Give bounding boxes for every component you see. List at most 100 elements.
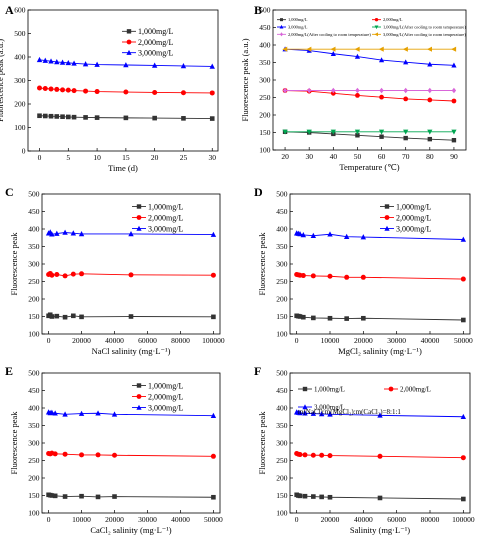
data-point (354, 129, 361, 135)
data-point (327, 315, 333, 321)
y-tick-label: 100 (276, 509, 288, 518)
y-tick-label: 350 (28, 421, 40, 430)
x-tick-label: 50000 (204, 515, 223, 524)
data-point (451, 46, 457, 52)
series-line (296, 315, 464, 321)
data-point (79, 314, 84, 320)
data-point (70, 271, 76, 277)
legend-label: 1,000mg/L (148, 381, 183, 390)
x-tick-label: 30000 (387, 336, 406, 345)
legend-label: 3,000mg/L(After cooling to room temperat… (383, 32, 466, 38)
data-point (330, 50, 336, 56)
data-point (180, 63, 187, 69)
data-point (451, 87, 457, 94)
data-point (451, 129, 457, 135)
data-point (49, 231, 55, 237)
x-tick-label: 70 (402, 152, 410, 161)
y-tick-label: 350 (276, 242, 288, 251)
data-point (379, 94, 384, 100)
chart-panel-F: 0 20000 40000 60000 80000 100000 100 150 200 250 3… (257, 369, 475, 535)
legend-label: 1,000mg/L (138, 27, 173, 36)
panel-letter-B: B (254, 3, 262, 17)
y-tick-label: 500 (28, 190, 40, 199)
legend: 1,000mg/L2,000mg/L3,000mg/L (122, 27, 173, 57)
data-point (427, 129, 433, 135)
y-axis-label: Fluorescence peak (257, 411, 267, 475)
x-axis-label: Salinity (mg·L⁻¹) (350, 525, 410, 535)
data-point (460, 455, 466, 461)
legend-marker (384, 215, 390, 220)
data-point (427, 61, 433, 67)
legend-marker (136, 394, 142, 399)
y-tick-label: 450 (259, 23, 271, 32)
data-point (209, 116, 215, 121)
x-tick-label: 100000 (202, 336, 225, 345)
y-tick-label: 200 (28, 295, 40, 304)
data-point (330, 46, 336, 52)
y-tick-label: 150 (276, 491, 288, 500)
series-4 (282, 129, 457, 135)
legend-label: 1,000mg/L (148, 202, 183, 211)
legend-label: 3,000mg/L (148, 403, 183, 412)
data-point (310, 232, 317, 238)
x-axis-label: NaCl salinity (mg·L⁻¹) (92, 346, 171, 356)
y-tick-label: 500 (28, 369, 40, 378)
legend-marker (388, 386, 394, 392)
series-3 (293, 409, 467, 420)
data-point (49, 272, 55, 278)
x-axis-label: Time (d) (108, 163, 138, 173)
x-axis-label: MgCl₂ salinity (mg·L⁻¹) (338, 346, 422, 356)
panel-letter-F: F (254, 364, 261, 378)
legend-marker (136, 204, 142, 209)
series-line (285, 48, 454, 66)
y-tick-label: 350 (259, 58, 271, 67)
legend-marker (302, 386, 308, 392)
chart-panel-B: 20 30 40 50 60 70 80 90 100 150 200 250 300 350 400 450… (240, 6, 467, 172)
data-point (95, 494, 101, 500)
data-point (49, 493, 55, 498)
y-tick-label: 250 (276, 277, 288, 286)
data-point (42, 113, 48, 119)
y-tick-label: 400 (259, 41, 271, 50)
data-point (78, 231, 85, 237)
data-point (42, 85, 48, 91)
data-point (79, 493, 84, 499)
data-point (83, 115, 88, 120)
data-point (95, 452, 101, 458)
data-point (282, 46, 288, 52)
data-point (403, 59, 409, 65)
data-point (344, 316, 349, 321)
data-point (311, 494, 316, 499)
legend-label: 1,000mg/L(After cooling to room temperat… (383, 25, 466, 31)
data-point (123, 115, 129, 121)
legend-label: 3,000mg/L (148, 224, 183, 233)
legend-marker (302, 404, 308, 410)
y-tick-label: 400 (14, 53, 26, 62)
data-point (123, 89, 129, 95)
x-tick-label: 0 (295, 515, 299, 524)
legend-marker (384, 225, 390, 231)
data-point (95, 410, 101, 416)
data-point (71, 114, 77, 120)
x-tick-label: 80000 (171, 336, 190, 345)
legend: 1,000mg/L 2,000mg/L 3,000mg/L (132, 381, 183, 412)
data-point (128, 231, 134, 237)
data-point (62, 229, 68, 235)
legend-label: 2,000mg/L (383, 17, 403, 23)
y-tick-label: 250 (28, 277, 40, 286)
data-point (52, 493, 58, 499)
panel-letter-E: E (5, 364, 13, 378)
x-tick-label: 60000 (138, 336, 157, 345)
x-tick-label: 10000 (72, 515, 91, 524)
legend-marker (280, 32, 283, 37)
x-tick-label: 20000 (105, 515, 124, 524)
data-point (319, 452, 325, 458)
data-point (297, 410, 303, 416)
series-3 (45, 409, 217, 418)
y-tick-label: 500 (276, 190, 288, 199)
legend-label: 1,000mg/L (288, 17, 308, 23)
x-tick-label: 0 (295, 336, 299, 345)
x-tick-label: 40 (330, 152, 338, 161)
legend-label: 2,000mg/L (148, 392, 183, 401)
data-point (62, 451, 68, 457)
